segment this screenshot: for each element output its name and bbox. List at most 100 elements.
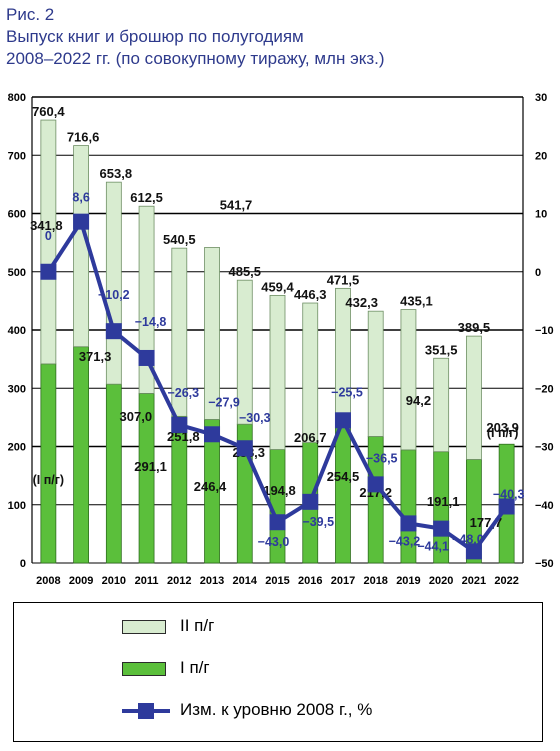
line-marker — [204, 426, 221, 443]
left-tick-label: 800 — [8, 92, 26, 104]
half-note-2022: (I п/г) — [487, 426, 519, 440]
bar-h2 — [433, 357, 450, 453]
total-label: 351,5 — [425, 342, 458, 357]
total-label: 653,8 — [100, 166, 133, 181]
total-label: 612,5 — [130, 190, 163, 205]
bar-h1-label: 371,3 — [79, 349, 112, 364]
line-point-label: −48,0 — [452, 532, 484, 546]
x-tick-label: 2015 — [265, 575, 289, 587]
line-point-label: −43,2 — [389, 534, 421, 548]
x-tick-label: 2017 — [331, 575, 355, 587]
total-label: 716,6 — [67, 130, 100, 145]
legend-swatch-h1 — [122, 662, 166, 676]
right-tick-label: −30 — [535, 442, 554, 454]
bar-h2 — [40, 119, 57, 365]
line-marker — [334, 412, 351, 429]
line-marker — [302, 493, 319, 510]
right-tick-label: −20 — [535, 383, 554, 395]
x-tick-label: 2016 — [298, 575, 322, 587]
line-marker — [465, 543, 482, 560]
line-point-label: 0 — [45, 229, 52, 243]
line-marker — [138, 349, 155, 366]
line-marker — [400, 515, 417, 532]
line-point-label: 8,6 — [72, 191, 89, 205]
right-tick-label: 10 — [535, 209, 547, 221]
line-point-label: −40,3 — [493, 487, 525, 501]
line-point-label: −44,1 — [417, 540, 449, 554]
bar-h2 — [465, 335, 482, 460]
right-tick-label: −40 — [535, 500, 554, 512]
total-label: 459,4 — [261, 279, 294, 294]
line-point-label: −30,3 — [239, 411, 271, 425]
left-tick-label: 400 — [8, 325, 26, 337]
bar-h1 — [40, 363, 57, 564]
x-tick-label: 2020 — [429, 575, 453, 587]
line-point-label: −25,5 — [331, 385, 363, 399]
legend: II п/г I п/г Изм. к уровню 2008 г., % — [13, 602, 543, 742]
line-point-label: −36,5 — [366, 451, 398, 465]
x-tick-label: 2010 — [102, 575, 126, 587]
legend-label-line: Изм. к уровню 2008 г., % — [180, 700, 373, 719]
figure-number: Рис. 2 — [6, 5, 55, 24]
title-line-1: Выпуск книг и брошюр по полугодиям — [6, 27, 304, 46]
x-tick-label: 2014 — [233, 575, 258, 587]
total-label: 485,5 — [228, 264, 261, 279]
left-tick-label: 300 — [8, 383, 26, 395]
bar-h1-label: 206,7 — [294, 430, 327, 445]
right-tick-label: 20 — [535, 150, 547, 162]
bar-h2 — [269, 294, 286, 450]
total-label: 432,3 — [345, 295, 378, 310]
bar-h2 — [236, 279, 253, 425]
right-tick-label: −50 — [535, 558, 554, 570]
bar-h1-label: 94,2 — [406, 393, 431, 408]
left-tick-label: 200 — [8, 442, 26, 454]
half-note-2008: (I п/г) — [33, 473, 65, 487]
bar-h1-label: 307,0 — [120, 409, 153, 424]
line-marker — [40, 263, 57, 280]
x-tick-label: 2008 — [36, 575, 60, 587]
x-tick-label: 2011 — [135, 575, 159, 587]
x-tick-label: 2013 — [200, 575, 224, 587]
line-point-label: −10,2 — [98, 288, 130, 302]
line-marker — [367, 476, 384, 493]
chart-title: Рис. 2 Выпуск книг и брошюр по полугодия… — [6, 4, 554, 70]
line-marker — [269, 514, 286, 531]
bar-h1-label: 194,8 — [263, 483, 296, 498]
bar-h2 — [302, 302, 319, 443]
right-tick-label: 0 — [535, 267, 541, 279]
x-tick-label: 2009 — [69, 575, 93, 587]
right-tick-label: 30 — [535, 92, 547, 104]
total-label: 203,9 — [486, 420, 519, 435]
legend-label-h2: II п/г — [180, 616, 215, 635]
bar-h1-label: 191,1 — [427, 494, 460, 509]
bar-h1-label: 246,4 — [194, 479, 227, 494]
left-tick-label: 600 — [8, 209, 26, 221]
line-marker — [105, 323, 122, 340]
left-tick-label: 100 — [8, 500, 26, 512]
x-tick-label: 2021 — [462, 575, 486, 587]
bar-h2 — [400, 309, 417, 451]
bar-h2 — [171, 247, 188, 417]
total-label: 541,7 — [220, 197, 253, 212]
line-marker — [433, 520, 450, 537]
legend-square-marker-icon — [138, 703, 154, 719]
line-marker — [236, 440, 253, 457]
line-point-label: −39,5 — [302, 515, 334, 529]
bar-h1-label: 341,8 — [30, 218, 63, 233]
bar-h2 — [204, 247, 220, 420]
line-point-label: −43,0 — [258, 535, 290, 549]
bar-h1-label: 291,1 — [134, 459, 167, 474]
total-label: 435,1 — [400, 294, 433, 309]
total-label: 389,5 — [458, 320, 491, 335]
line-point-label: −26,3 — [167, 386, 199, 400]
title-line-2: 2008–2022 гг. (по совокупному тиражу, мл… — [6, 49, 385, 68]
bar-h2 — [138, 205, 155, 394]
legend-label-h1: I п/г — [180, 658, 210, 677]
total-label: 760,4 — [32, 104, 65, 119]
line-point-label: −14,8 — [135, 315, 167, 329]
left-tick-label: 700 — [8, 150, 26, 162]
total-label: 471,5 — [327, 272, 360, 287]
legend-swatch-h2 — [122, 620, 166, 634]
x-tick-label: 2022 — [494, 575, 518, 587]
left-tick-label: 500 — [8, 267, 26, 279]
